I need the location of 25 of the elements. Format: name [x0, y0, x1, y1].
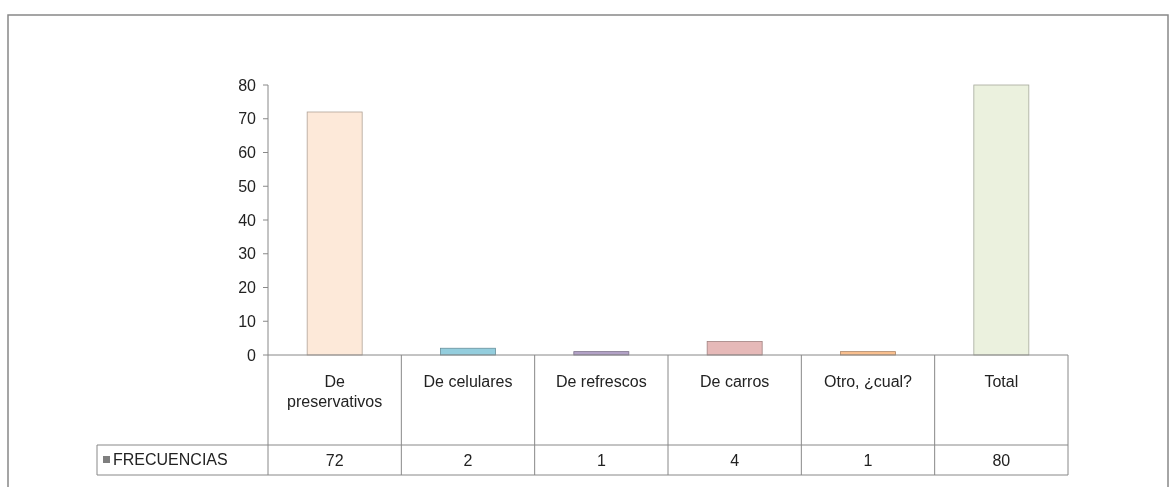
x-tick-label: De preservativos [287, 373, 383, 410]
y-tick-label: 70 [238, 110, 257, 128]
text: FRECUENCIAS [113, 451, 228, 468]
y-tick-label: 30 [238, 245, 257, 263]
y-tick-label: 40 [238, 211, 257, 229]
bar [306, 111, 363, 356]
data-label: 72 [325, 452, 344, 469]
x-tick-label: De carros [699, 373, 770, 390]
bar [706, 341, 763, 356]
x-tick-label: Total [984, 373, 1019, 390]
y-tick-label: 50 [238, 177, 257, 195]
data-label: 1 [596, 452, 606, 469]
data-label: 1 [863, 452, 873, 469]
bar [973, 84, 1030, 356]
y-tick-label: 20 [238, 279, 257, 297]
data-label: 4 [730, 452, 740, 469]
x-tick-label: De celulares [423, 373, 513, 390]
y-tick-label: 80 [238, 76, 257, 94]
y-tick-label: 10 [238, 312, 257, 330]
y-tick-label: 0 [247, 346, 257, 364]
x-tick-label: Otro, ¿cual? [823, 373, 913, 390]
data-label: 80 [992, 452, 1011, 469]
data-label: 2 [463, 452, 473, 469]
x-tick-label: De refrescos [555, 373, 647, 390]
y-tick-label: 60 [238, 144, 257, 162]
